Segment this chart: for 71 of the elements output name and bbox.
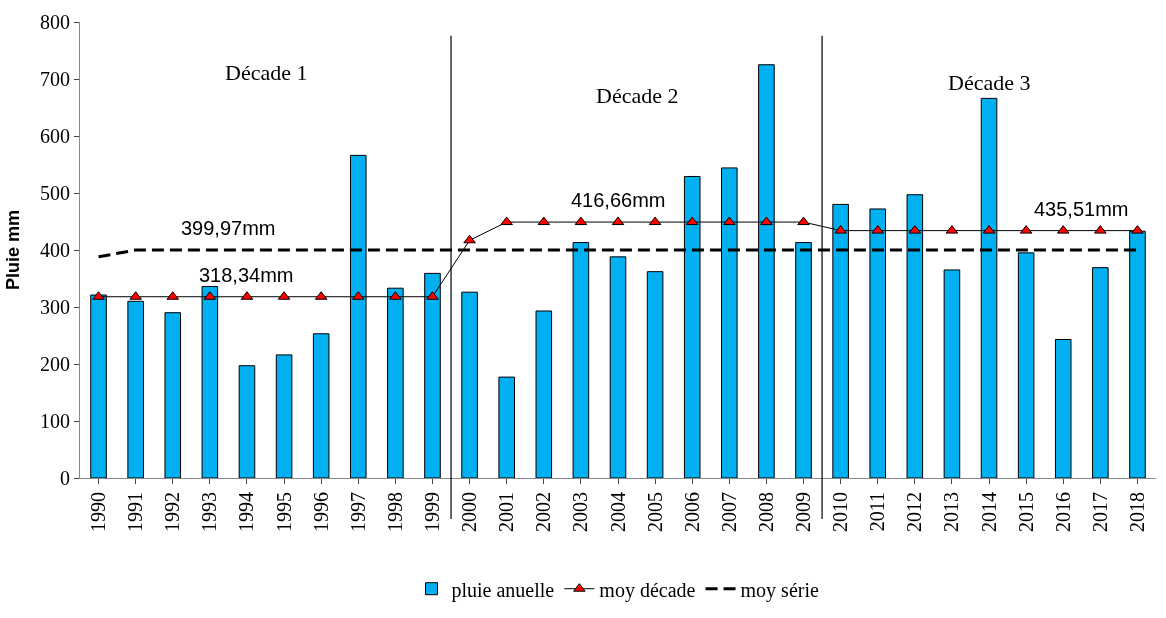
bar	[943, 269, 961, 478]
x-tick-label: 2011	[866, 492, 889, 532]
bar	[312, 333, 330, 478]
x-tick-label: 2003	[569, 492, 592, 532]
x-tick-label: 2008	[754, 492, 777, 532]
annotation: Décade 3	[948, 70, 1031, 95]
point	[537, 216, 551, 226]
x-tick-label: 2014	[977, 492, 1000, 532]
bar	[535, 310, 553, 478]
legend-label: moy série	[740, 578, 819, 602]
x-tick-label: 2007	[717, 492, 740, 532]
bar	[164, 312, 182, 478]
bar	[498, 376, 515, 478]
x-tick-label: 2001	[495, 492, 518, 532]
point	[797, 216, 810, 226]
point	[500, 216, 513, 226]
legend-label: pluie anuelle	[451, 578, 555, 602]
y-tick-label: 700	[40, 68, 70, 90]
annotation: 435,51mm	[1034, 198, 1129, 220]
x-tick-label: 1994	[235, 492, 258, 532]
x-tick-label: 2012	[903, 492, 926, 532]
x-tick-label: 2013	[940, 492, 963, 532]
point	[723, 216, 736, 226]
bar	[238, 365, 256, 478]
point	[611, 216, 625, 226]
y-tick-label: 500	[40, 182, 70, 204]
y-tick-label: 600	[40, 125, 70, 147]
point	[760, 216, 773, 226]
annotation: Décade 2	[596, 83, 679, 108]
x-tick-label: 2016	[1051, 492, 1074, 532]
x-tick-label: 2005	[643, 492, 666, 532]
x-tick-label: 2017	[1088, 492, 1111, 532]
legend-label: moy décade	[599, 578, 696, 602]
y-tick-label: 400	[40, 239, 70, 261]
x-tick-label: 2009	[792, 492, 815, 532]
x-tick-label: 1996	[309, 492, 332, 532]
x-tick-label: 1992	[161, 492, 184, 532]
point	[648, 216, 662, 226]
bar	[609, 256, 627, 478]
annotation: 416,66mm	[571, 189, 666, 211]
bar	[275, 354, 293, 478]
point	[463, 234, 476, 244]
y-axis-title: Pluie mm	[3, 209, 24, 291]
x-tick-label: 1991	[124, 492, 147, 532]
y-tick-label: 100	[40, 410, 70, 432]
bar	[461, 291, 478, 478]
bar	[646, 271, 664, 478]
x-tick-label: 1998	[383, 492, 406, 532]
annotation: 399,97mm	[181, 217, 276, 239]
x-tick-label: 2002	[532, 492, 555, 532]
x-tick-label: 2010	[829, 492, 852, 532]
x-tick-label: 1990	[87, 492, 110, 532]
x-tick-label: 1993	[198, 492, 221, 532]
x-tick-label: 2000	[458, 492, 481, 532]
x-tick-label: 1995	[272, 492, 295, 532]
annotation: 318,34mm	[199, 264, 294, 286]
bar	[1054, 338, 1072, 478]
x-tick-label: 2006	[680, 492, 703, 532]
point	[685, 216, 699, 226]
x-tick-label: 2015	[1014, 492, 1037, 532]
y-tick-label: 0	[60, 467, 70, 489]
bar	[1092, 267, 1109, 478]
y-tick-label: 200	[40, 353, 70, 375]
x-tick-label: 2004	[606, 492, 629, 532]
y-tick-label: 300	[40, 296, 70, 318]
x-tick-label: 2018	[1125, 492, 1148, 532]
y-tick-label: 800	[40, 11, 70, 33]
x-tick-label: 1999	[420, 492, 443, 532]
point	[574, 216, 588, 226]
annotation: Décade 1	[225, 60, 308, 85]
x-tick-label: 1997	[346, 492, 369, 532]
